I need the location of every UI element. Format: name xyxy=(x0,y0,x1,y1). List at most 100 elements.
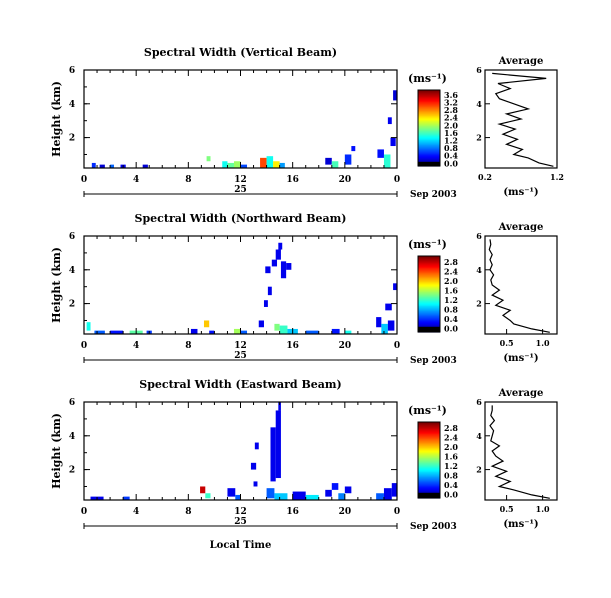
colorbar-swatch xyxy=(418,439,440,442)
colorbar-swatch xyxy=(418,112,440,115)
colorbar-swatch xyxy=(418,490,440,493)
colorbar-swatch xyxy=(418,299,440,301)
heatmap-cell xyxy=(206,156,211,162)
heatmap-cell xyxy=(227,162,234,168)
heatmap-cell xyxy=(94,330,105,334)
colorbar-tick-label: 2.8 xyxy=(444,105,458,115)
colorbar-swatch xyxy=(418,476,440,479)
colorbar-swatch xyxy=(418,302,440,305)
x-tick-label: 16 xyxy=(286,341,299,351)
heatmap-cell xyxy=(266,156,274,168)
average-y-tick-label: 4 xyxy=(476,431,482,441)
colorbar-swatch xyxy=(418,480,440,483)
colorbar-swatch xyxy=(418,430,440,433)
average-panel: Average 2 4 6 0.5 1.0 (ms⁻¹) xyxy=(476,388,558,530)
colorbar-swatch xyxy=(418,103,440,106)
y-tick-label: 6 xyxy=(69,398,75,408)
heatmap-cell xyxy=(383,154,391,168)
colorbar: 0.00.40.81.21.62.02.42.8 (ms⁻¹) xyxy=(408,404,458,500)
colorbar-swatch xyxy=(418,481,440,484)
y-tick-label: 4 xyxy=(69,432,75,442)
colorbar-swatch xyxy=(418,154,440,157)
colorbar-swatch xyxy=(418,285,440,287)
heatmap-cell xyxy=(376,493,384,500)
colorbar-frame xyxy=(417,89,441,167)
heatmap-cell xyxy=(263,300,268,307)
colorbar-tick-label: 1.6 xyxy=(444,286,458,296)
heatmap-cell xyxy=(253,481,258,487)
heatmap-cell xyxy=(305,330,319,334)
colorbar-swatch xyxy=(418,460,440,462)
y-tick-label: 2 xyxy=(69,466,75,476)
heatmap-cell xyxy=(265,266,271,274)
colorbar-swatch xyxy=(418,143,440,146)
heatmap-cell xyxy=(260,157,267,168)
colorbar-swatch xyxy=(418,475,440,478)
colorbar-swatch xyxy=(418,105,440,108)
colorbar-swatch xyxy=(418,90,440,92)
heatmap-cell xyxy=(381,323,388,334)
average-y-tick-label: 6 xyxy=(476,397,482,407)
heatmap-cell xyxy=(205,493,211,499)
average-line xyxy=(488,239,550,333)
heatmap-cell xyxy=(240,330,248,334)
colorbar-tick-label: 0.0 xyxy=(444,324,458,334)
colorbar-swatch xyxy=(418,465,440,467)
colorbar-swatch xyxy=(418,294,440,296)
average-y-tick-label: 6 xyxy=(476,65,482,75)
average-line xyxy=(489,405,550,499)
colorbar-swatch xyxy=(418,281,440,284)
heatmap-cell xyxy=(227,488,236,497)
colorbar-swatch xyxy=(418,449,440,452)
average-panel: Average 2 4 6 0.5 1.0 (ms⁻¹) xyxy=(476,222,558,364)
colorbar-swatch xyxy=(418,434,440,437)
colorbar-swatch xyxy=(418,264,440,267)
colorbar-swatch xyxy=(418,321,440,324)
colorbar-unit: (ms⁻¹) xyxy=(408,72,447,85)
colorbar-frame xyxy=(417,421,441,499)
x-tick-label: 12 xyxy=(234,175,247,185)
y-tick-label: 6 xyxy=(69,66,75,76)
x-tick-label: 0 xyxy=(394,175,400,185)
heatmap-cell xyxy=(279,162,285,168)
colorbar-swatch xyxy=(418,320,440,323)
colorbar-swatch xyxy=(418,313,440,315)
average-frame xyxy=(484,401,558,501)
heatmap-cell xyxy=(270,427,276,482)
colorbar-zero-band xyxy=(418,492,440,498)
colorbar-swatch xyxy=(418,451,440,453)
heatmap-cell xyxy=(142,164,148,168)
heatmap-cells xyxy=(90,402,397,500)
colorbar-swatch xyxy=(418,283,440,286)
average-frame xyxy=(484,69,558,169)
colorbar-swatch xyxy=(418,456,440,459)
heatmap-cell xyxy=(99,164,105,168)
heatmap-cell xyxy=(383,488,392,500)
heatmap-cells xyxy=(91,90,397,168)
y-axis-label: Height (km) xyxy=(50,413,63,489)
colorbar-swatch xyxy=(418,267,440,270)
average-y-tick-label: 4 xyxy=(476,99,482,109)
colorbar-swatch xyxy=(418,117,440,120)
colorbar-swatch xyxy=(418,261,440,263)
x-tick-label: 12 xyxy=(234,507,247,517)
colorbar-swatch xyxy=(418,468,440,471)
x-tick-label: 8 xyxy=(185,175,191,185)
x-tick-label: 4 xyxy=(133,507,139,517)
colorbar-swatch xyxy=(418,467,440,470)
heatmap-cells xyxy=(86,242,397,334)
average-title: Average xyxy=(498,222,544,233)
heatmap-cell xyxy=(286,263,292,270)
colorbar-swatch xyxy=(418,319,440,322)
colorbar-unit: (ms⁻¹) xyxy=(408,404,447,417)
colorbar-swatch xyxy=(418,470,440,472)
colorbar-swatch xyxy=(418,150,440,153)
colorbar-tick-label: 0.0 xyxy=(444,158,458,168)
colorbar-swatch xyxy=(418,292,440,295)
heatmap-cell xyxy=(344,330,352,334)
x-axis-label: Local Time xyxy=(210,540,272,551)
colorbar-tick-label: 2.4 xyxy=(444,433,458,443)
colorbar-swatch xyxy=(418,92,440,95)
heatmap-cell xyxy=(110,164,114,168)
y-axis-label: Height (km) xyxy=(50,247,63,323)
